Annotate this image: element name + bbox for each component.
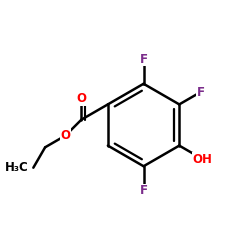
Text: O: O: [60, 129, 70, 142]
Text: F: F: [140, 184, 147, 198]
Text: H₃C: H₃C: [5, 161, 29, 174]
Text: O: O: [76, 92, 86, 105]
Text: F: F: [140, 52, 147, 66]
Text: F: F: [197, 86, 205, 98]
Text: OH: OH: [193, 153, 213, 166]
